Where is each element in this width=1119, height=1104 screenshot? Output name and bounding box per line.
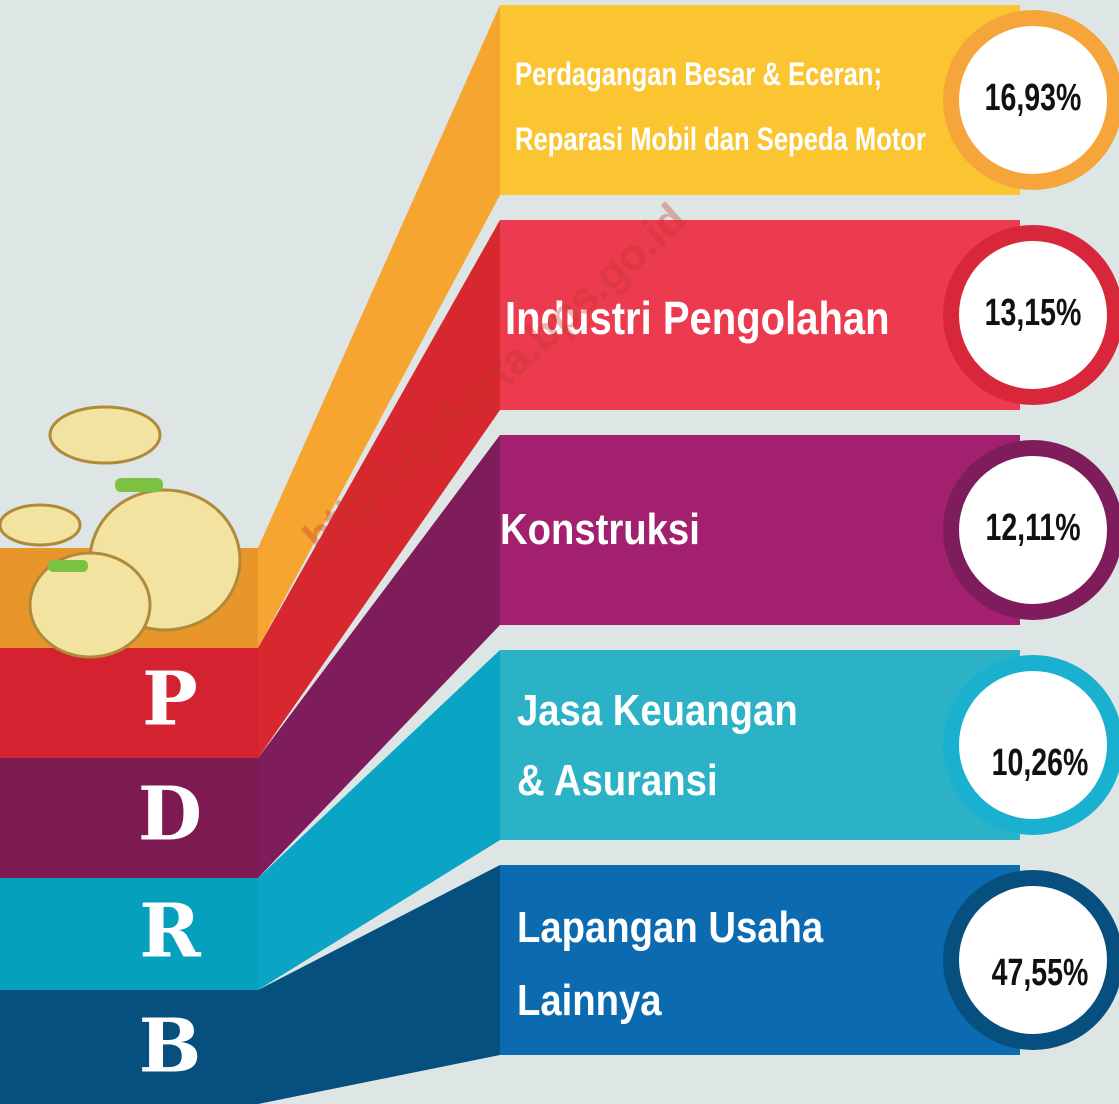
item-label: Perdagangan Besar & Eceran; <box>515 57 882 92</box>
band <box>500 650 1020 840</box>
item-value: 12,11% <box>985 507 1080 549</box>
item-label: Lapangan Usaha <box>517 903 824 952</box>
band <box>500 865 1020 1055</box>
item-value: 16,93% <box>985 77 1082 119</box>
letter-block <box>0 990 258 1104</box>
item-label: Konstruksi <box>500 505 700 554</box>
letter-block <box>0 878 258 990</box>
bag <box>30 553 150 657</box>
letter: B <box>139 1004 202 1090</box>
item-label: Reparasi Mobil dan Sepeda Motor <box>515 122 926 157</box>
infographic: P D R B Perdagangan Besar & Eceran; Repa… <box>0 0 1119 1104</box>
bag-top <box>0 505 80 545</box>
letter: P <box>142 657 198 743</box>
letter-block <box>0 648 258 758</box>
bag-top <box>50 407 160 463</box>
item-value: 47,55% <box>992 952 1089 994</box>
letter: R <box>139 889 201 975</box>
band <box>500 5 1020 195</box>
letter-block <box>0 758 258 878</box>
bag-tie <box>115 478 163 492</box>
item-label: & Asuransi <box>517 756 718 805</box>
item-label: Jasa Keuangan <box>517 686 798 735</box>
item-label: Lainnya <box>517 976 663 1025</box>
item-value: 10,26% <box>992 742 1089 784</box>
bag-tie <box>48 560 88 572</box>
item-value: 13,15% <box>985 292 1082 334</box>
letter: D <box>138 772 202 858</box>
